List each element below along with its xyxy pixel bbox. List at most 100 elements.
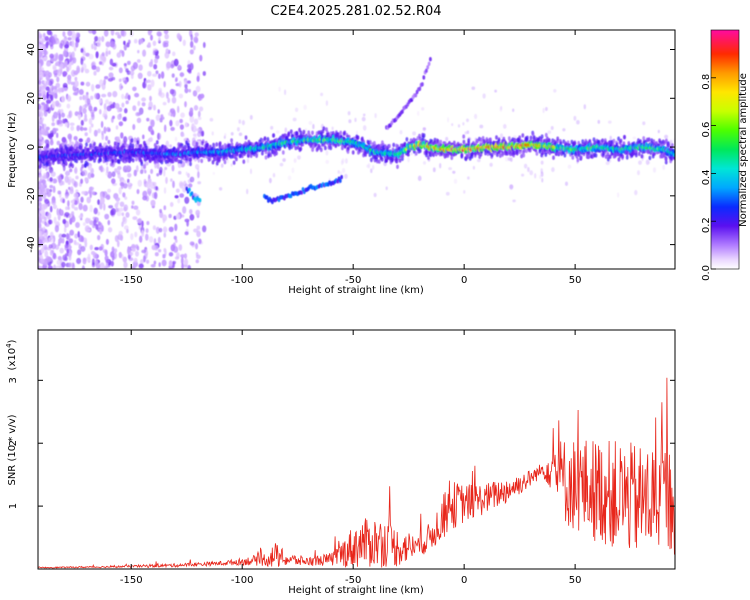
heatmap-cell [90,123,94,128]
heatmap-cell [112,90,118,98]
heatmap-cell [479,124,484,129]
heatmap-cell [133,169,137,177]
heatmap-cell [40,45,46,51]
heatmap-cell [112,115,115,120]
heatmap-cell [134,92,140,98]
chart-title: C2E4.2025.281.02.52.R04 [270,4,441,19]
heatmap-cell [121,221,124,228]
heatmap-cell [94,246,99,251]
heatmap-cell [73,167,78,174]
heatmap-cell [116,240,120,248]
heatmap-cell [535,151,539,156]
heatmap-cell [77,111,82,115]
heatmap-cell [44,36,49,41]
heatmap-cell [225,155,229,161]
heatmap-cell [114,31,120,36]
heatmap-cell [343,130,347,135]
heatmap-cell [135,165,139,173]
heatmap-cell [573,115,577,121]
heatmap-cell [246,188,249,195]
heatmap-cell [520,154,523,159]
heatmap-cell [118,78,122,83]
heatmap-cell [184,218,190,223]
heatmap-cell [250,142,254,147]
heatmap-cell [49,188,53,193]
heatmap-cell [169,144,172,148]
heatmap-cell [44,221,47,226]
heatmap-cell [39,133,43,140]
heatmap-cell [52,178,58,184]
heatmap-cell [121,102,125,108]
heatmap-cell [471,86,476,91]
heatmap-cell [89,204,93,213]
heatmap-cell [453,178,458,184]
heatmap-cell [202,225,207,233]
heatmap-cell [269,152,273,158]
heatmap-cell [184,101,187,108]
heatmap-cell [123,261,128,269]
heatmap-cell [380,157,384,162]
heatmap-cell [110,209,114,216]
heatmap-cell [92,190,95,196]
heatmap-cell [165,48,169,54]
heatmap-cell [499,106,503,112]
heatmap-cell [171,73,175,78]
heatmap-cell [122,192,126,198]
heatmap-cell [66,121,70,129]
heatmap-cell [58,176,62,184]
heatmap-cell [410,152,413,156]
heatmap-cell [220,163,224,168]
heatmap-cell [540,160,544,165]
heatmap-cell [158,73,161,80]
heatmap-cell [539,174,542,179]
heatmap-cell [547,138,551,143]
heatmap-cell [148,236,154,243]
heatmap-cell [39,71,44,79]
heatmap-cell [61,180,65,186]
heatmap-cell [85,142,88,147]
heatmap-cell [166,61,172,69]
heatmap-cell [275,151,278,156]
heatmap-cell [131,265,136,269]
heatmap-cell [100,197,105,205]
heatmap-cell [101,35,105,43]
heatmap-cell [457,124,461,128]
heatmap-cell [134,250,140,257]
heatmap-cell [80,81,85,86]
heatmap-cell [347,111,351,116]
heatmap-cell [158,87,163,94]
heatmap-cell [80,69,84,73]
heatmap-cell [498,153,502,158]
heatmap-cell [123,225,129,230]
heatmap-cell [235,156,238,162]
heatmap-cell [207,157,211,162]
heatmap-cell [509,184,514,189]
heatmap-cell [57,241,61,247]
heatmap-cell [664,134,669,139]
heatmap-cell [146,117,150,122]
heatmap-cell [161,259,167,267]
heatmap-cell [79,126,84,132]
heatmap-cell [162,214,168,222]
heatmap-cell [312,124,315,130]
heatmap-cell [104,76,109,80]
heatmap-cell [133,137,137,143]
heatmap-cell [158,36,161,43]
heatmap-cell [98,36,102,42]
heatmap-cell [199,93,205,99]
heatmap-cell [64,194,69,199]
heatmap-cell [58,112,62,120]
heatmap-cell [66,248,70,254]
heatmap-cell [41,80,45,85]
heatmap-cell [113,248,118,253]
heatmap-cell [159,208,163,214]
heatmap-cell [143,156,147,161]
heatmap-cell [270,125,274,130]
heatmap-cell [193,105,199,111]
heatmap-cell [42,128,47,136]
heatmap-cell [119,182,125,187]
heatmap-cell [299,146,303,151]
heatmap-cell [362,113,366,117]
heatmap-cell [61,136,67,143]
heatmap-cell [73,135,78,141]
